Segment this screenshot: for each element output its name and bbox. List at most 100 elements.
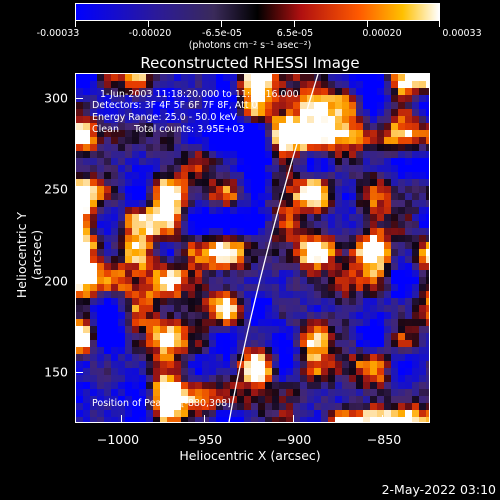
image-pixel (167, 179, 174, 186)
image-pixel (426, 137, 429, 144)
image-pixel (188, 242, 195, 249)
image-pixel (251, 102, 258, 109)
image-pixel (272, 382, 279, 389)
image-pixel (272, 179, 279, 186)
image-pixel (356, 382, 363, 389)
image-pixel (272, 102, 279, 109)
image-pixel (83, 249, 90, 256)
image-pixel (160, 256, 167, 263)
image-pixel (272, 88, 279, 95)
image-pixel (426, 158, 429, 165)
image-pixel (377, 165, 384, 172)
image-pixel (244, 109, 251, 116)
image-pixel (356, 165, 363, 172)
image-pixel (398, 263, 405, 270)
image-pixel (391, 81, 398, 88)
image-pixel (370, 277, 377, 284)
image-pixel (146, 263, 153, 270)
image-pixel (286, 130, 293, 137)
image-pixel (181, 144, 188, 151)
image-pixel (265, 165, 272, 172)
image-pixel (328, 102, 335, 109)
image-pixel (377, 102, 384, 109)
image-pixel (83, 200, 90, 207)
image-pixel (349, 417, 356, 422)
image-pixel (160, 368, 167, 375)
image-pixel (426, 291, 429, 298)
image-pixel (426, 235, 429, 242)
image-pixel (174, 319, 181, 326)
image-pixel (251, 291, 258, 298)
image-pixel (265, 417, 272, 422)
image-pixel (279, 347, 286, 354)
image-pixel (272, 291, 279, 298)
image-pixel (139, 291, 146, 298)
image-pixel (314, 403, 321, 410)
image-pixel (258, 228, 265, 235)
image-pixel (412, 137, 419, 144)
image-pixel (76, 109, 83, 116)
image-pixel (237, 165, 244, 172)
image-pixel (307, 228, 314, 235)
image-pixel (202, 81, 209, 88)
image-pixel (83, 102, 90, 109)
image-pixel (111, 368, 118, 375)
image-pixel (160, 305, 167, 312)
image-pixel (328, 410, 335, 417)
image-pixel (132, 263, 139, 270)
image-pixel (300, 235, 307, 242)
image-pixel (258, 95, 265, 102)
image-pixel (370, 368, 377, 375)
image-pixel (412, 95, 419, 102)
image-pixel (314, 263, 321, 270)
image-pixel (139, 305, 146, 312)
image-pixel (188, 389, 195, 396)
image-pixel (146, 186, 153, 193)
image-pixel (321, 410, 328, 417)
image-pixel (391, 298, 398, 305)
image-pixel (307, 368, 314, 375)
image-pixel (398, 354, 405, 361)
image-pixel (377, 179, 384, 186)
image-pixel (377, 396, 384, 403)
image-pixel (76, 417, 83, 422)
image-pixel (202, 109, 209, 116)
image-pixel (181, 333, 188, 340)
image-pixel (426, 207, 429, 214)
image-pixel (307, 102, 314, 109)
image-pixel (258, 312, 265, 319)
image-pixel (391, 235, 398, 242)
image-pixel (230, 116, 237, 123)
image-pixel (272, 375, 279, 382)
image-pixel (293, 396, 300, 403)
image-pixel (279, 403, 286, 410)
image-pixel (412, 305, 419, 312)
image-pixel (167, 221, 174, 228)
image-pixel (398, 81, 405, 88)
image-pixel (300, 291, 307, 298)
image-pixel (405, 179, 412, 186)
image-pixel (139, 249, 146, 256)
image-pixel (237, 298, 244, 305)
image-pixel (216, 172, 223, 179)
image-pixel (111, 361, 118, 368)
image-pixel (146, 102, 153, 109)
image-pixel (111, 179, 118, 186)
image-pixel (251, 305, 258, 312)
image-pixel (230, 95, 237, 102)
image-pixel (139, 130, 146, 137)
image-pixel (223, 144, 230, 151)
image-pixel (321, 151, 328, 158)
image-pixel (76, 214, 83, 221)
image-pixel (272, 417, 279, 422)
image-pixel (356, 298, 363, 305)
image-pixel (321, 158, 328, 165)
image-pixel (286, 270, 293, 277)
image-pixel (76, 102, 83, 109)
image-pixel (314, 214, 321, 221)
image-pixel (356, 235, 363, 242)
colorbar-tick-label: 6.5e-05 (276, 28, 314, 39)
image-pixel (237, 249, 244, 256)
image-pixel (377, 200, 384, 207)
image-pixel (377, 284, 384, 291)
